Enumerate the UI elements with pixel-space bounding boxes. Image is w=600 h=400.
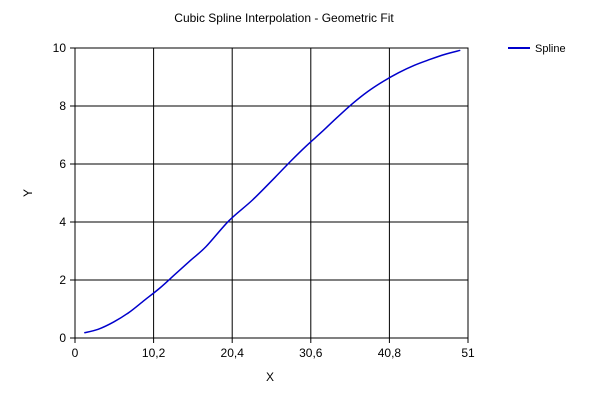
y-axis-ticks: 0 2 4 6 8 10	[53, 41, 75, 345]
plot-area-frame	[74, 47, 469, 339]
x-tick-label: 20,4	[221, 346, 245, 360]
x-tick-label: 0	[72, 346, 79, 360]
x-tick-label: 10,2	[142, 346, 166, 360]
series-line-spline	[84, 49, 461, 334]
y-tick-label: 8	[59, 99, 66, 113]
chart-title: Cubic Spline Interpolation - Geometric F…	[174, 11, 394, 25]
y-axis-label: Y	[21, 189, 35, 197]
y-tick-label: 6	[59, 157, 66, 171]
y-tick-label: 4	[59, 215, 66, 229]
grid-lines	[75, 48, 468, 338]
y-tick-label: 0	[59, 331, 66, 345]
y-tick-label: 10	[53, 41, 67, 55]
legend-label-spline: Spline	[535, 43, 566, 55]
legend: Spline	[508, 43, 566, 55]
y-tick-label: 2	[59, 273, 66, 287]
x-tick-label: 51	[461, 346, 475, 360]
x-axis-label: X	[266, 370, 274, 384]
x-tick-label: 40,8	[378, 346, 402, 360]
x-tick-label: 30,6	[299, 346, 323, 360]
x-axis-ticks: 0 10,2 20,4 30,6 40,8 51	[72, 338, 475, 360]
